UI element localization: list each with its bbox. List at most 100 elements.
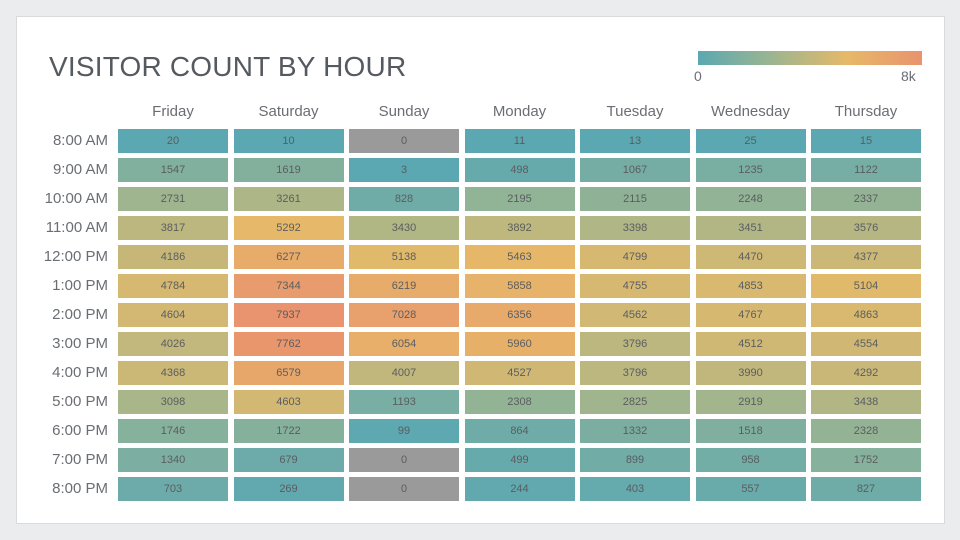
heatmap-cell: 4470 <box>695 245 806 269</box>
heatmap-cell: 3990 <box>695 361 806 385</box>
column-header: Thursday <box>834 103 898 120</box>
heatmap-cell: 5858 <box>464 274 575 298</box>
heatmap-cell: 2195 <box>464 187 575 211</box>
legend-max-label: 8k <box>901 68 916 84</box>
heatmap-cell: 7937 <box>233 303 344 327</box>
heatmap-cell: 4377 <box>811 245 921 269</box>
row-header: 2:00 PM <box>52 306 108 323</box>
color-scale-legend <box>698 51 922 65</box>
heatmap-cell: 5960 <box>464 332 575 356</box>
heatmap-cell: 269 <box>233 477 344 501</box>
heatmap-cell: 13 <box>580 129 690 153</box>
heatmap-cell: 0 <box>349 477 459 501</box>
heatmap-cell: 827 <box>811 477 921 501</box>
heatmap-cell: 6356 <box>464 303 575 327</box>
heatmap-cell: 2825 <box>580 390 690 414</box>
heatmap-cell: 6277 <box>233 245 344 269</box>
column-header: Saturday <box>258 103 319 120</box>
heatmap-cell: 3576 <box>811 216 921 240</box>
heatmap-cell: 4784 <box>118 274 228 298</box>
heatmap-cell: 4853 <box>695 274 806 298</box>
legend-min-label: 0 <box>694 68 702 84</box>
heatmap-cell: 244 <box>464 477 575 501</box>
heatmap-cell: 3438 <box>811 390 921 414</box>
heatmap-cell: 3 <box>349 158 459 182</box>
heatmap-cell: 4767 <box>695 303 806 327</box>
heatmap-cell: 15 <box>811 129 921 153</box>
heatmap-cell: 3261 <box>233 187 344 211</box>
row-header: 6:00 PM <box>52 422 108 439</box>
row-header: 10:00 AM <box>44 190 108 207</box>
heatmap-cell: 4755 <box>580 274 690 298</box>
column-header: Sunday <box>378 103 430 120</box>
heatmap-cell: 2919 <box>695 390 806 414</box>
heatmap-cell: 1518 <box>695 419 806 443</box>
column-header: Wednesday <box>711 103 790 120</box>
row-header: 8:00 PM <box>52 480 108 497</box>
row-header: 7:00 PM <box>52 451 108 468</box>
heatmap-cell: 3451 <box>695 216 806 240</box>
heatmap-cell: 1340 <box>118 448 228 472</box>
heatmap-cell: 2328 <box>811 419 921 443</box>
heatmap-cell: 3796 <box>580 361 690 385</box>
heatmap-cell: 703 <box>118 477 228 501</box>
heatmap-cell: 7344 <box>233 274 344 298</box>
heatmap-cell: 99 <box>349 419 459 443</box>
heatmap-cell: 4554 <box>811 332 921 356</box>
chart-card: VISITOR COUNT BY HOUR 0 8k Friday Saturda… <box>16 16 945 524</box>
column-header: Tuesday <box>606 103 664 120</box>
row-header: 5:00 PM <box>52 393 108 410</box>
heatmap-cell: 0 <box>349 448 459 472</box>
heatmap-cell: 1122 <box>811 158 921 182</box>
heatmap-cell: 4562 <box>580 303 690 327</box>
heatmap-cell: 2731 <box>118 187 228 211</box>
heatmap-cell: 1332 <box>580 419 690 443</box>
heatmap-cell: 1235 <box>695 158 806 182</box>
heatmap-cell: 679 <box>233 448 344 472</box>
heatmap-cell: 25 <box>695 129 806 153</box>
heatmap-cell: 828 <box>349 187 459 211</box>
heatmap-cell: 1193 <box>349 390 459 414</box>
heatmap-cell: 5463 <box>464 245 575 269</box>
heatmap-cell: 3892 <box>464 216 575 240</box>
heatmap-cell: 3398 <box>580 216 690 240</box>
row-header: 1:00 PM <box>52 277 108 294</box>
row-header: 12:00 PM <box>43 248 108 265</box>
heatmap-cell: 0 <box>349 129 459 153</box>
heatmap-cell: 11 <box>464 129 575 153</box>
heatmap-cell: 20 <box>118 129 228 153</box>
heatmap-cell: 958 <box>695 448 806 472</box>
heatmap-cell: 3796 <box>580 332 690 356</box>
row-header: 8:00 AM <box>52 132 108 149</box>
heatmap-cell: 864 <box>464 419 575 443</box>
heatmap-cell: 4026 <box>118 332 228 356</box>
heatmap-cell: 6579 <box>233 361 344 385</box>
heatmap-cell: 4007 <box>349 361 459 385</box>
heatmap-cell: 6054 <box>349 332 459 356</box>
heatmap-cell: 4604 <box>118 303 228 327</box>
heatmap-cell: 499 <box>464 448 575 472</box>
chart-title: VISITOR COUNT BY HOUR <box>49 51 407 82</box>
heatmap-cell: 3817 <box>118 216 228 240</box>
heatmap-cell: 3098 <box>118 390 228 414</box>
heatmap-cell: 403 <box>580 477 690 501</box>
heatmap-cell: 7028 <box>349 303 459 327</box>
heatmap-cell: 5292 <box>233 216 344 240</box>
heatmap-cell: 557 <box>695 477 806 501</box>
heatmap-cell: 1752 <box>811 448 921 472</box>
heatmap-cell: 899 <box>580 448 690 472</box>
heatmap-cell: 6219 <box>349 274 459 298</box>
heatmap-cell: 2248 <box>695 187 806 211</box>
heatmap-cell: 4603 <box>233 390 344 414</box>
heatmap-cell: 4368 <box>118 361 228 385</box>
column-header: Monday <box>492 103 547 120</box>
heatmap-cell: 5138 <box>349 245 459 269</box>
row-header: 3:00 PM <box>52 335 108 352</box>
row-header: 4:00 PM <box>52 364 108 381</box>
heatmap-cell: 4292 <box>811 361 921 385</box>
heatmap-cell: 4512 <box>695 332 806 356</box>
heatmap-cell: 1547 <box>118 158 228 182</box>
heatmap-cell: 7762 <box>233 332 344 356</box>
heatmap-cell: 4186 <box>118 245 228 269</box>
heatmap-cell: 1067 <box>580 158 690 182</box>
